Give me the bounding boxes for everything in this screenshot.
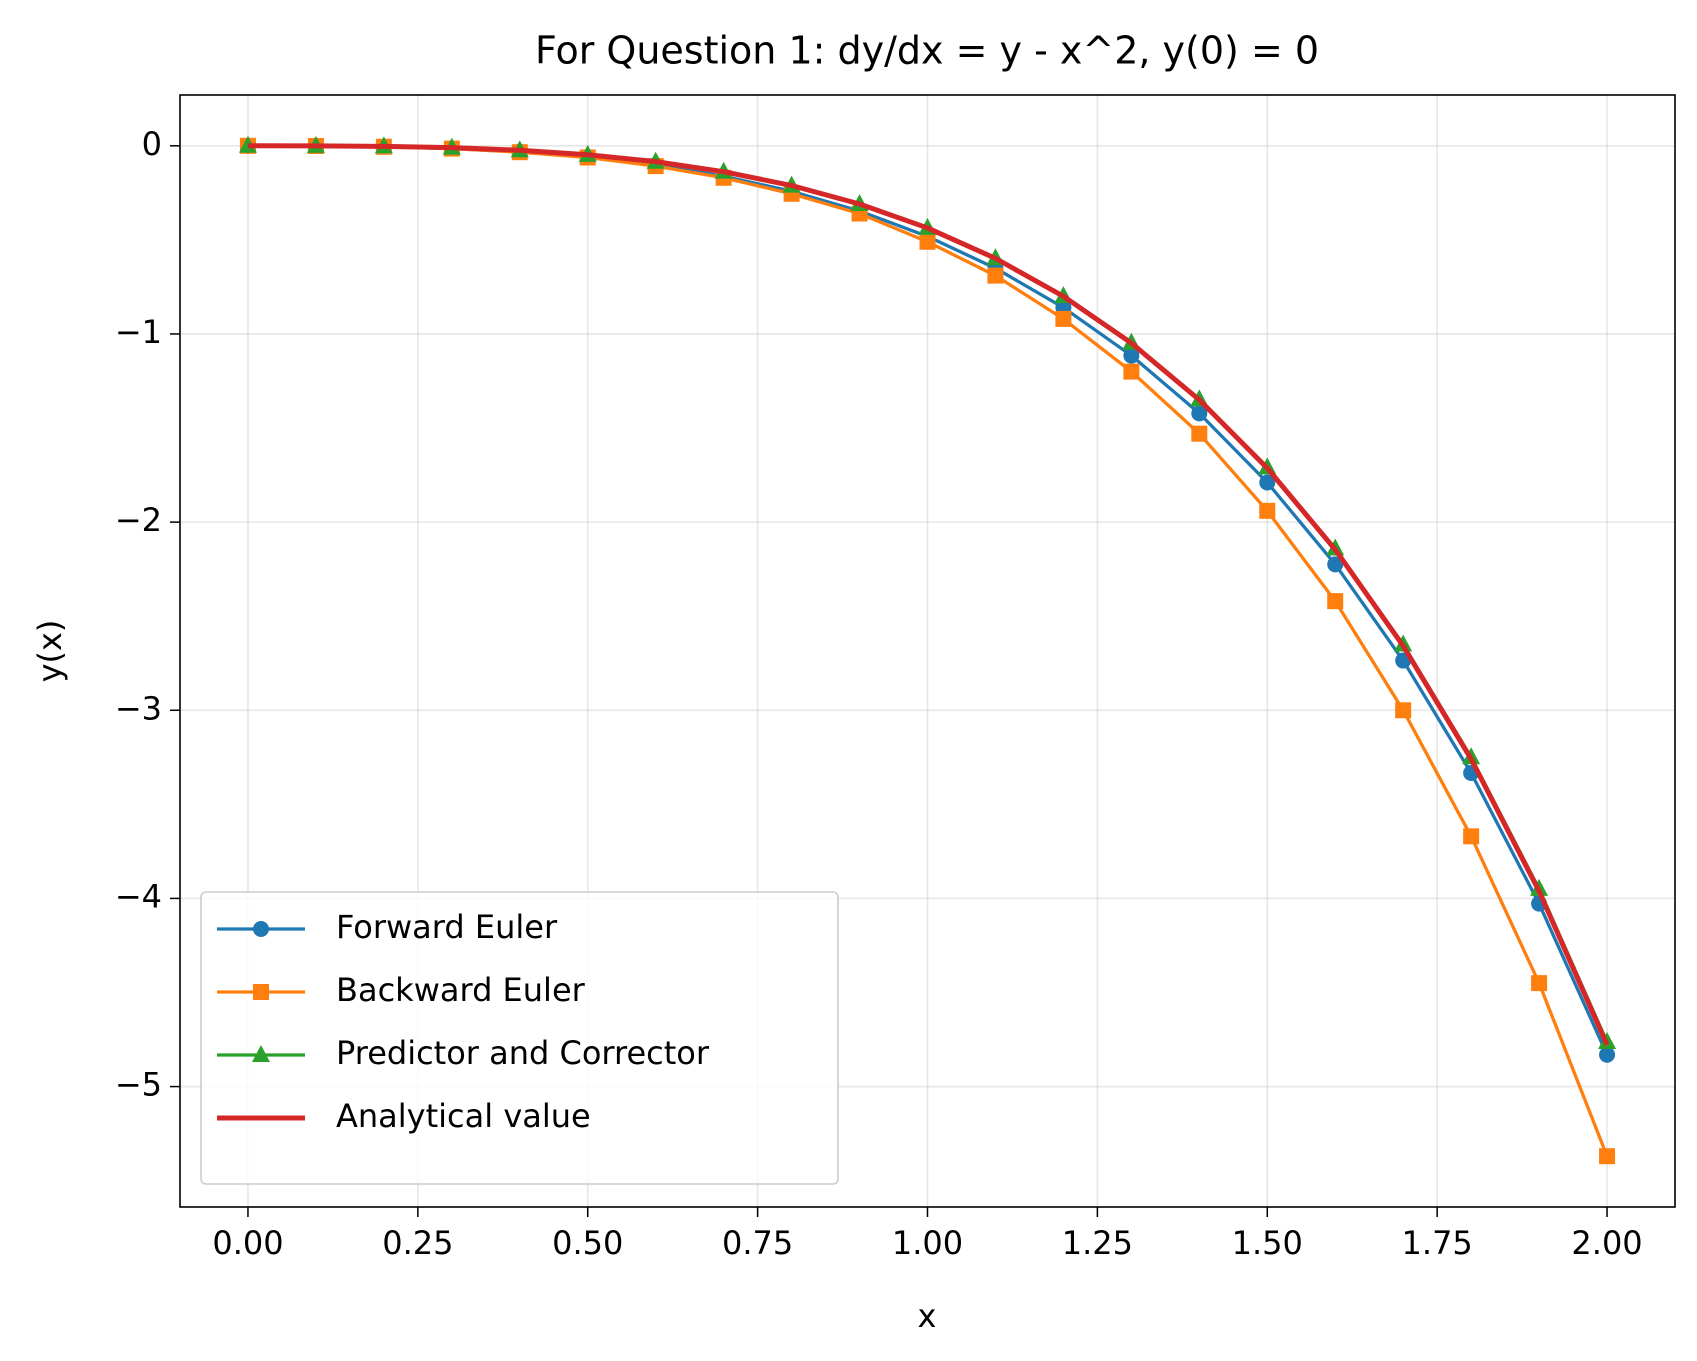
x-tick-label: 0.25 [382,1224,453,1262]
y-tick-label: −2 [115,501,162,539]
marker [1191,405,1208,422]
x-tick-label: 0.75 [722,1224,793,1262]
x-tick-label: 1.00 [892,1224,963,1262]
marker [1259,502,1276,519]
marker [919,233,936,250]
marker [1191,425,1208,442]
x-tick-label: 1.75 [1402,1224,1473,1262]
x-tick-label: 1.25 [1062,1224,1133,1262]
x-axis-label: x [918,1297,937,1335]
marker [1327,593,1344,610]
legend-box [200,891,839,1185]
y-tick-label: −5 [115,1066,162,1104]
y-tick-label: 0 [142,125,162,163]
series-line [247,143,1610,1046]
marker [1123,347,1140,364]
legend-label: Analytical value [336,1097,591,1135]
marker [1327,556,1344,573]
y-tick-label: −3 [115,689,162,727]
x-tick-label: 0.50 [552,1224,623,1262]
x-tick-label: 1.50 [1232,1224,1303,1262]
chart-title: For Question 1: dy/dx = y - x^2, y(0) = … [535,29,1319,73]
marker [1259,474,1276,491]
marker [1395,702,1412,719]
x-tick-label: 0.00 [212,1224,283,1262]
plot-frame [179,94,1676,1208]
marker [987,267,1004,284]
y-tick-label: −4 [115,877,162,915]
y-axis-label: y(x) [31,620,69,683]
marker [1055,310,1072,327]
marker [1531,975,1548,992]
marker [1599,1046,1616,1063]
marker [1123,363,1140,380]
y-tick-label: −1 [115,313,162,351]
marker [252,1045,270,1062]
legend-label: Backward Euler [336,971,586,1009]
x-tick-label: 2.00 [1571,1224,1642,1262]
marker [1463,828,1480,845]
marker [253,984,269,1000]
legend-label: Forward Euler [336,908,558,946]
legend: Forward Euler Backward Euler Predictor and… [200,891,839,1185]
marker [1599,1148,1616,1165]
legend-label: Predictor and Corrector [336,1034,710,1072]
marker [238,135,257,153]
marker [253,921,269,937]
